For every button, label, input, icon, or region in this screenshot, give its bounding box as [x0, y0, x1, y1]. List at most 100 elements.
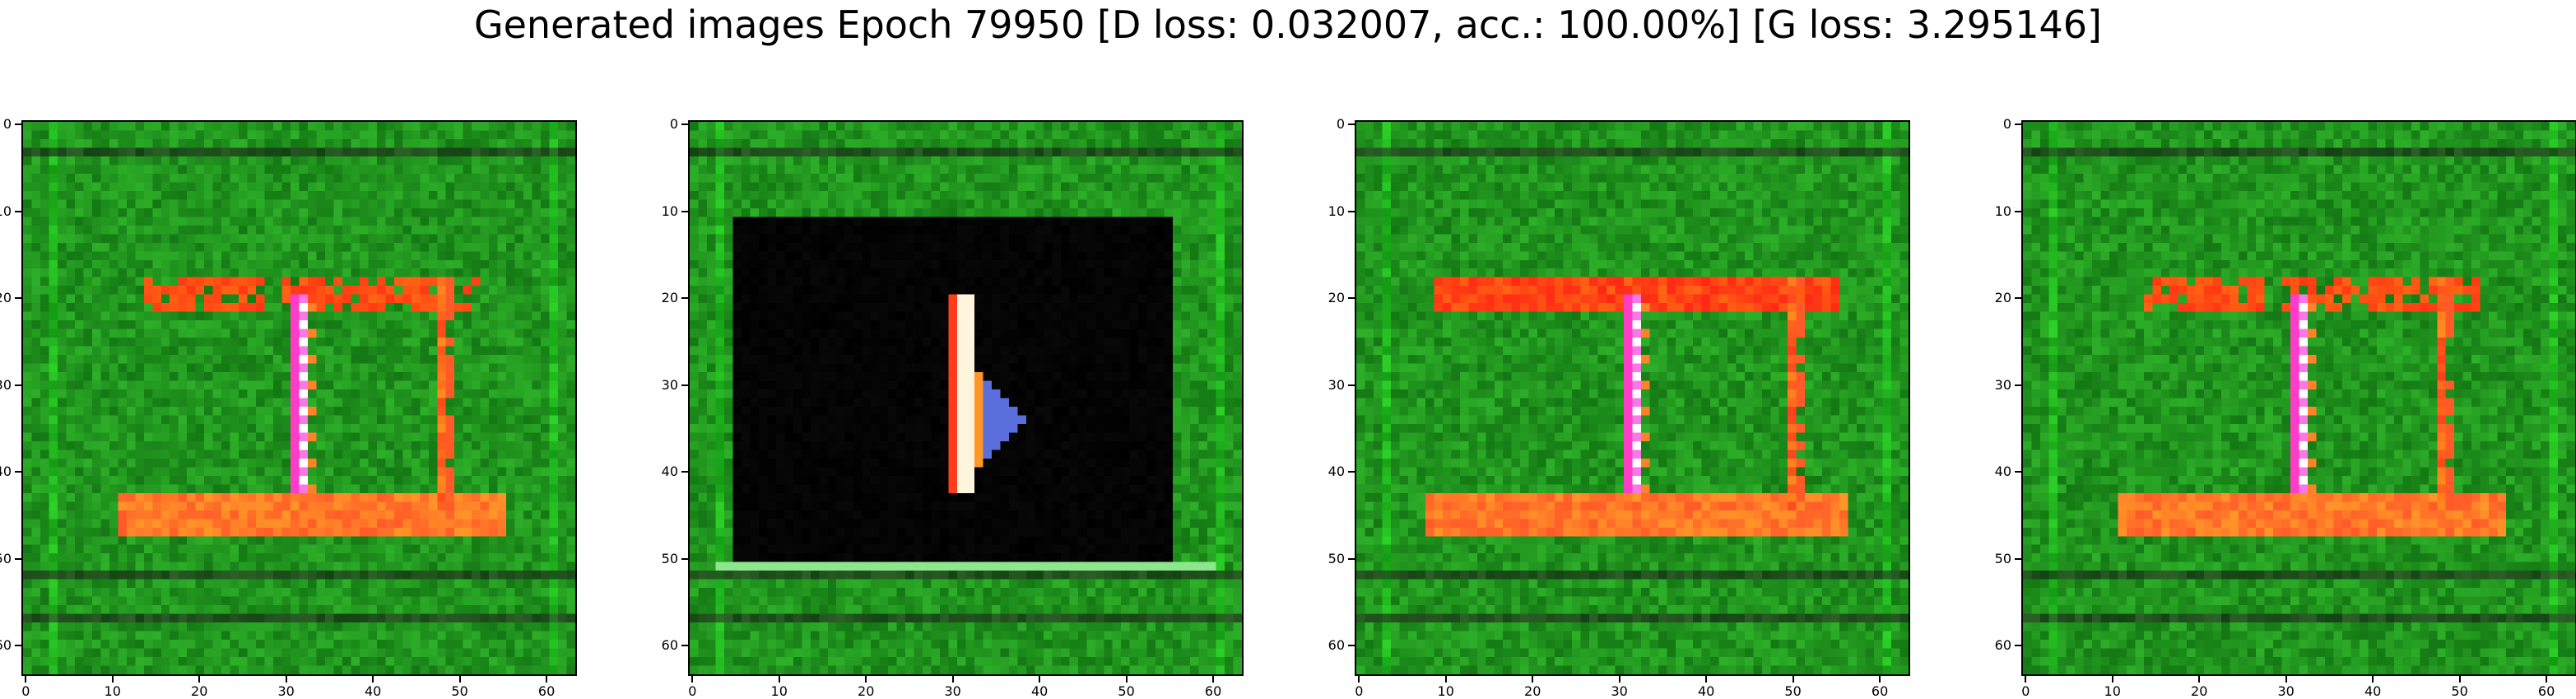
x-tick-mark — [1532, 676, 1534, 683]
y-tick-label: 50 — [661, 550, 678, 566]
y-tick-mark — [15, 210, 21, 212]
y-tick-mark — [15, 471, 21, 473]
x-tick-mark — [865, 676, 867, 683]
x-tick-label: 10 — [1437, 683, 1454, 699]
y-tick-mark — [1348, 123, 1355, 126]
y-tick-label: 20 — [1994, 290, 2011, 306]
y-tick-label: 10 — [0, 203, 12, 219]
y-tick-mark — [681, 645, 688, 647]
x-tick-label: 50 — [451, 683, 468, 699]
y-tick-label: 20 — [0, 290, 12, 306]
y-tick-mark — [15, 645, 21, 647]
image-axes — [21, 120, 577, 676]
x-tick-mark — [691, 676, 694, 683]
x-tick-mark — [1444, 676, 1447, 683]
y-tick-label: 40 — [661, 464, 678, 480]
x-tick-label: 60 — [2537, 683, 2555, 699]
image-panel-4: 0 10 20 30 40 50 60 0 10 20 30 40 50 60 — [1995, 117, 2576, 699]
y-tick-label: 50 — [0, 550, 12, 566]
y-tick-label: 30 — [1328, 376, 1345, 393]
x-tick-label: 40 — [1030, 683, 1049, 699]
image-axes — [688, 120, 1244, 676]
y-tick-label: 60 — [1994, 637, 2011, 654]
x-tick-mark — [778, 676, 780, 683]
y-tick-label: 20 — [661, 290, 678, 306]
x-tick-label: 20 — [858, 683, 875, 699]
y-tick-mark — [2015, 645, 2021, 647]
y-tick-label: 20 — [1328, 290, 1345, 306]
figure-title: Generated images Epoch 79950 [D loss: 0.… — [473, 2, 2103, 47]
x-tick-mark — [1879, 676, 1881, 683]
x-tick-mark — [951, 676, 954, 683]
image-panel-1: 0 10 20 30 40 50 60 0 10 20 30 40 50 60 — [0, 117, 577, 699]
x-tick-mark — [2546, 676, 2548, 683]
y-tick-mark — [2015, 297, 2021, 300]
x-tick-label: 0 — [1355, 683, 1364, 699]
y-tick-mark — [1348, 557, 1355, 560]
x-tick-label: 20 — [1524, 683, 1541, 699]
y-tick-label: 30 — [1994, 376, 2011, 393]
y-tick-mark — [1348, 297, 1355, 300]
y-tick-mark — [2015, 471, 2021, 473]
y-tick-mark — [2015, 210, 2021, 212]
x-tick-mark — [1792, 676, 1794, 683]
x-tick-label: 60 — [1871, 683, 1889, 699]
y-tick-label: 50 — [1328, 550, 1345, 566]
x-tick-label: 0 — [688, 683, 697, 699]
x-tick-label: 40 — [1697, 683, 1715, 699]
y-tick-label: 60 — [1328, 637, 1345, 654]
x-tick-label: 30 — [277, 683, 295, 699]
x-tick-label: 60 — [1204, 683, 1222, 699]
x-tick-label: 10 — [104, 683, 121, 699]
y-tick-mark — [1348, 471, 1355, 473]
generated-image — [690, 122, 1242, 674]
x-tick-label: 30 — [944, 683, 961, 699]
x-tick-mark — [1212, 676, 1215, 683]
generated-image — [2023, 122, 2575, 674]
y-tick-label: 0 — [1336, 116, 1345, 133]
y-tick-label: 40 — [0, 464, 12, 480]
y-tick-label: 60 — [661, 637, 678, 654]
x-tick-label: 0 — [21, 683, 30, 699]
y-tick-mark — [15, 384, 21, 386]
y-tick-mark — [1348, 384, 1355, 386]
generated-image — [23, 122, 575, 674]
x-tick-mark — [1125, 676, 1128, 683]
y-tick-label: 60 — [0, 637, 12, 654]
y-tick-mark — [15, 297, 21, 300]
image-panel-2: 0 10 20 30 40 50 60 0 10 20 30 40 50 60 — [662, 117, 1244, 699]
x-tick-mark — [2458, 676, 2461, 683]
image-axes — [2021, 120, 2576, 676]
y-tick-mark — [681, 297, 688, 300]
y-tick-label: 50 — [1994, 550, 2011, 566]
y-tick-mark — [2015, 123, 2021, 126]
x-tick-label: 40 — [2364, 683, 2382, 699]
y-tick-label: 30 — [661, 376, 678, 393]
x-tick-label: 40 — [364, 683, 382, 699]
x-tick-label: 10 — [2104, 683, 2121, 699]
y-tick-mark — [15, 123, 21, 126]
x-tick-mark — [2111, 676, 2113, 683]
x-tick-mark — [1705, 676, 1708, 683]
x-tick-mark — [546, 676, 548, 683]
x-tick-label: 20 — [2191, 683, 2208, 699]
y-tick-label: 10 — [1328, 203, 1345, 219]
x-tick-mark — [2285, 676, 2287, 683]
x-tick-mark — [2198, 676, 2201, 683]
x-tick-mark — [1358, 676, 1360, 683]
y-tick-label: 10 — [661, 203, 678, 219]
y-tick-label: 0 — [2002, 116, 2011, 133]
y-tick-mark — [681, 123, 688, 126]
x-tick-mark — [1618, 676, 1620, 683]
y-tick-label: 40 — [1328, 464, 1345, 480]
x-tick-mark — [458, 676, 461, 683]
x-tick-mark — [111, 676, 114, 683]
y-tick-mark — [681, 471, 688, 473]
y-tick-mark — [681, 557, 688, 560]
x-tick-label: 50 — [1118, 683, 1135, 699]
y-tick-mark — [2015, 384, 2021, 386]
x-tick-label: 50 — [2451, 683, 2468, 699]
x-tick-mark — [198, 676, 201, 683]
generated-image — [1356, 122, 1909, 674]
y-tick-label: 0 — [2, 116, 12, 133]
